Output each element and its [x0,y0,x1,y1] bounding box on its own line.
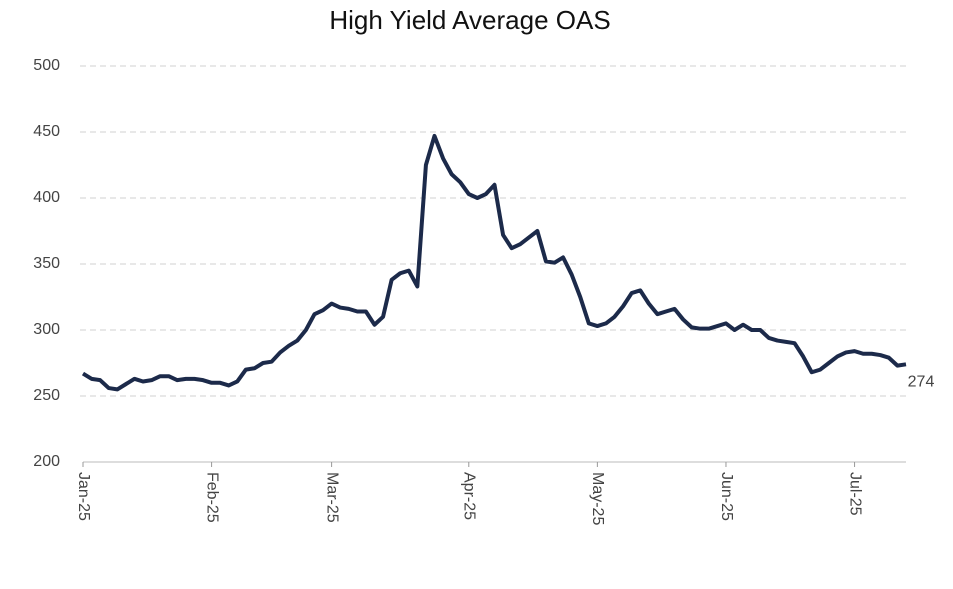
y-tick-label: 200 [33,453,60,470]
end-value-label: 274 [908,374,935,391]
line-series [81,133,907,392]
y-tick-label: 250 [33,387,60,404]
x-tick-label: May-25 [589,472,606,525]
x-tick-label: Jan-25 [75,472,92,521]
y-tick-label: 350 [33,255,60,272]
y-tick-label: 400 [33,189,60,206]
x-tick-label: Jun-25 [718,472,735,521]
y-tick-label: 300 [33,321,60,338]
x-tick-label: Jul-25 [846,472,863,516]
chart-title: High Yield Average OAS [329,5,610,35]
x-tick-label: Mar-25 [323,472,340,523]
x-tick-label: Feb-25 [203,472,220,523]
y-tick-label: 500 [33,57,60,74]
x-tick-label: Apr-25 [461,472,478,520]
y-tick-label: 450 [33,123,60,140]
